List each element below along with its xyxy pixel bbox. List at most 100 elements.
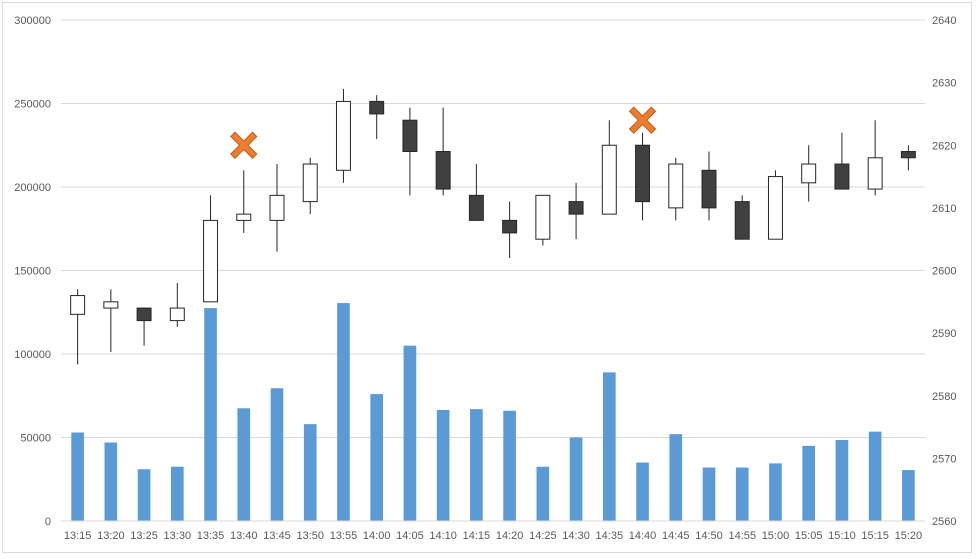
volume-tick-label: 50000	[20, 433, 51, 445]
volume-tick-label: 150000	[14, 266, 51, 278]
price-series	[70, 88, 916, 365]
time-axis: 13:15 13:20 13:25 13:30 13:35 13:40 13:45 13:50…	[61, 520, 925, 542]
candle-body-down	[468, 194, 484, 221]
candle-body-down	[402, 119, 418, 153]
volume-tick-label: 100000	[14, 349, 51, 361]
volume-bar	[104, 442, 118, 521]
candle-body-down	[900, 151, 916, 159]
candle-body-down	[834, 163, 850, 190]
candle-body-up	[302, 163, 318, 203]
candle-body-up	[601, 144, 617, 215]
volume-bar	[137, 469, 151, 521]
volume-bar	[503, 410, 516, 521]
volume-bar	[868, 431, 882, 521]
volume-bar	[337, 303, 350, 521]
candle-body-up	[767, 176, 783, 240]
volume-series	[71, 303, 915, 521]
volume-bar	[436, 409, 450, 521]
candle-body-down	[568, 201, 584, 215]
time-tick-label: 15:05	[795, 530, 823, 542]
time-tick-label: 14:55	[728, 530, 756, 542]
time-tick-label: 13:50	[296, 530, 324, 542]
volume-bar	[204, 308, 217, 521]
volume-tick-label: 0	[45, 516, 51, 528]
candle-body-up	[169, 307, 185, 322]
volume-bar	[636, 462, 649, 521]
time-tick-label: 14:25	[529, 530, 557, 542]
candle-body-up	[867, 157, 883, 190]
time-tick-label: 13:30	[164, 530, 192, 542]
x-marker	[628, 106, 657, 134]
price-tick-label: 2600	[932, 266, 956, 278]
candle-body-down	[136, 307, 152, 322]
volume-bar	[902, 470, 915, 521]
candle-body-down	[701, 169, 717, 209]
candle-body-up	[801, 163, 817, 184]
candle-body-down	[734, 201, 750, 240]
volume-bar	[536, 466, 550, 521]
volume-tick-label: 250000	[14, 99, 51, 111]
candle-body-up	[335, 100, 351, 171]
chart-svg: 0 50000 100000 150000 200000 250000 300000 256…	[14, 15, 956, 542]
candle-body-down	[435, 151, 451, 190]
price-tick-label: 2570	[932, 453, 956, 465]
candle-body-up	[269, 194, 285, 221]
time-tick-label: 15:10	[828, 530, 856, 542]
volume-bar	[569, 437, 583, 521]
time-tick-label: 14:30	[562, 530, 590, 542]
volume-bar	[602, 372, 616, 521]
volume-bar	[769, 463, 782, 521]
time-tick-label: 14:50	[695, 530, 723, 542]
time-tick-label: 14:15	[463, 530, 491, 542]
time-tick-label: 14:35	[596, 530, 624, 542]
time-tick-label: 13:45	[263, 530, 291, 542]
price-tick-label: 2640	[932, 15, 956, 27]
volume-bar	[270, 388, 284, 521]
gridlines	[61, 19, 925, 522]
time-tick-label: 14:45	[662, 530, 690, 542]
candle-body-up	[103, 301, 119, 309]
candle-body-up	[203, 219, 219, 303]
time-tick-label: 13:20	[97, 530, 125, 542]
volume-bar	[403, 345, 417, 521]
volume-bar	[303, 424, 317, 521]
time-tick-label: 13:35	[197, 530, 225, 542]
volume-tick-label: 200000	[14, 182, 51, 194]
candle-body-up	[70, 295, 86, 315]
price-tick-label: 2590	[932, 328, 956, 340]
candle-body-down	[635, 144, 651, 203]
x-marker	[230, 131, 258, 159]
volume-bar	[237, 408, 251, 521]
time-tick-label: 15:20	[895, 530, 923, 542]
price-tick-label: 2580	[932, 391, 956, 403]
volume-bar	[735, 467, 749, 521]
time-tick-label: 14:20	[496, 530, 524, 542]
volume-bar	[702, 467, 716, 521]
price-tick-label: 2610	[932, 203, 956, 215]
volume-bar	[370, 394, 384, 521]
volume-bar	[669, 434, 683, 521]
candle-body-down	[369, 100, 385, 115]
time-tick-label: 14:40	[629, 530, 657, 542]
volume-axis: 0 50000 100000 150000 200000 250000 300000	[14, 15, 51, 528]
time-tick-label: 14:00	[363, 530, 391, 542]
candle-body-up	[236, 213, 252, 221]
volume-bar	[802, 445, 816, 521]
price-axis: 2560 2570 2580 2590 2600 2610 2620 2630 2640	[932, 15, 956, 528]
time-tick-label: 13:15	[64, 530, 92, 542]
time-tick-label: 13:40	[230, 530, 258, 542]
volume-tick-label: 300000	[14, 15, 51, 27]
price-tick-label: 2620	[932, 140, 956, 152]
chart-frame: 0 50000 100000 150000 200000 250000 300000 256…	[2, 2, 972, 553]
volume-bar	[170, 466, 184, 521]
candle-body-down	[502, 219, 518, 234]
price-tick-label: 2630	[932, 78, 956, 90]
volume-bar	[470, 409, 483, 521]
candle-body-up	[668, 163, 684, 209]
time-tick-label: 15:15	[861, 530, 889, 542]
time-tick-label: 13:25	[130, 530, 158, 542]
time-tick-label: 14:10	[429, 530, 457, 542]
volume-bar	[835, 440, 849, 521]
time-tick-label: 15:00	[762, 530, 790, 542]
time-tick-label: 14:05	[396, 530, 424, 542]
